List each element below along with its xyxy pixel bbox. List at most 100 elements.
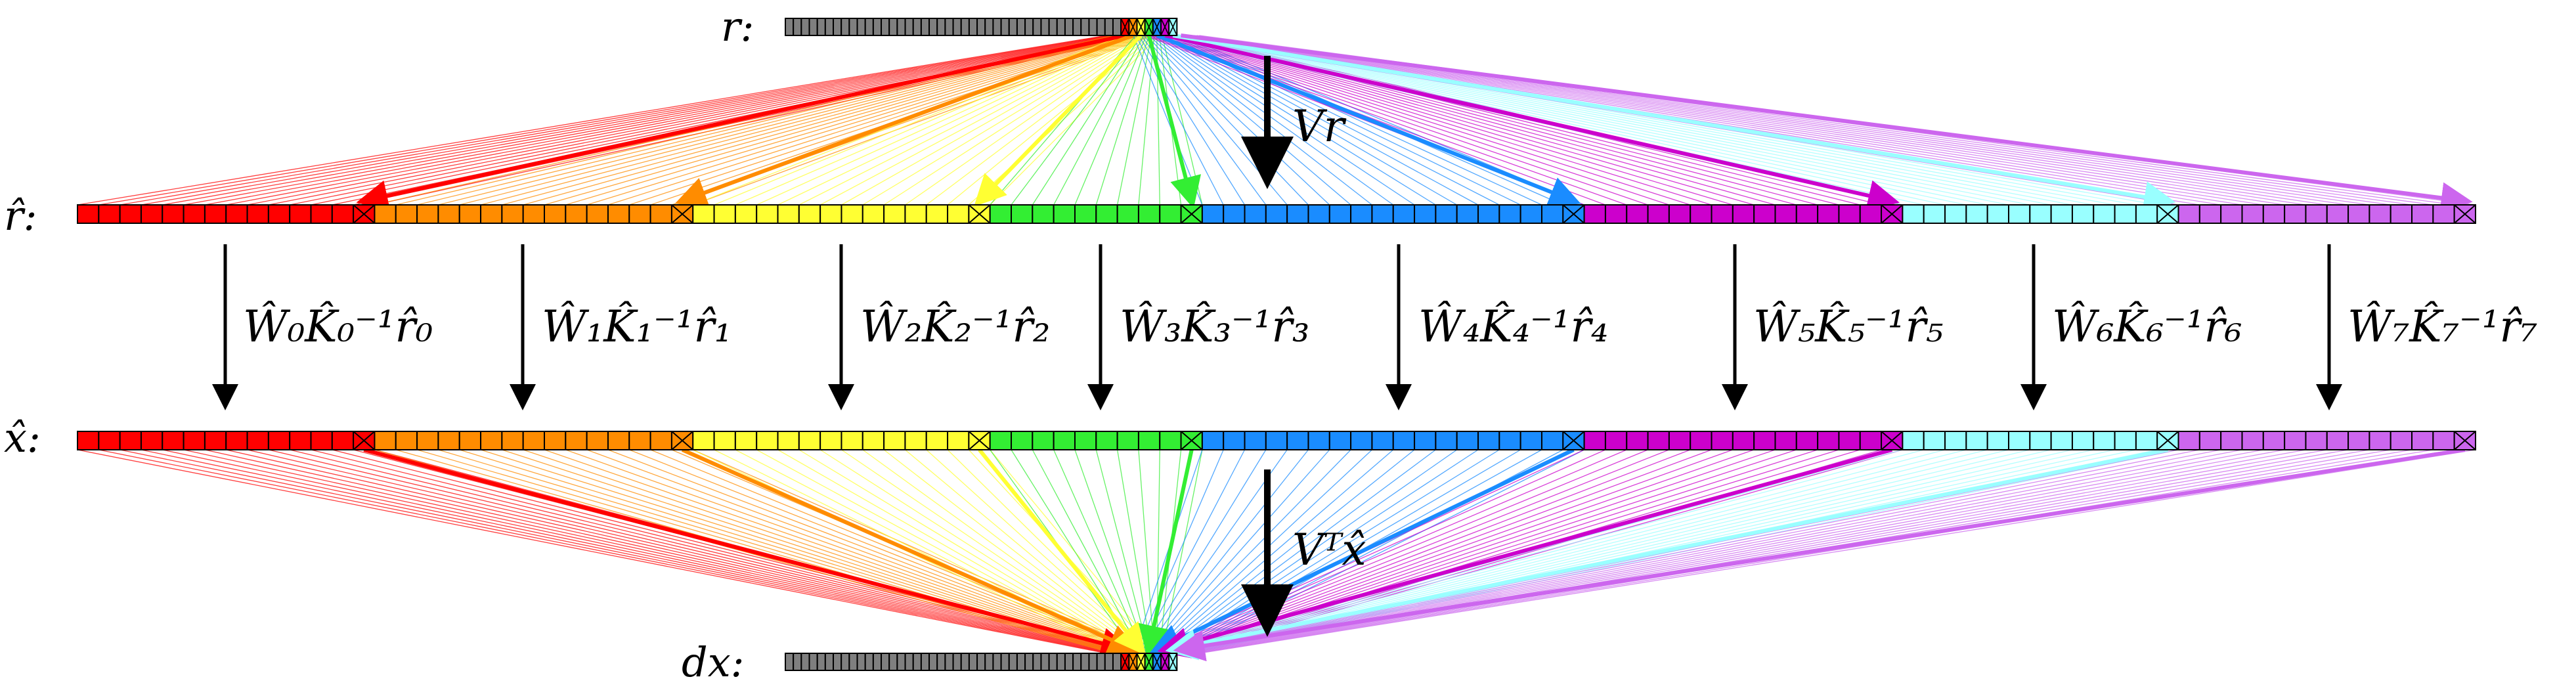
fan-line-top-1-15	[693, 35, 1153, 206]
dx-row-cell-3	[808, 653, 818, 671]
r-hat-row-cross-4	[1562, 204, 1585, 224]
r-row-cell-39	[1096, 18, 1106, 36]
r-hat-row-cell-2-5	[798, 204, 821, 224]
x-hat-row-cell-4-12	[1456, 431, 1479, 450]
r-hat-row-cell-0-5	[183, 204, 206, 224]
x-hat-row-cell-5-3	[1647, 431, 1670, 450]
x-hat-row-cell-2-6	[819, 431, 842, 450]
fan-line-top-1-6	[502, 35, 1129, 206]
r-row-cell-20	[944, 18, 954, 36]
r-hat-row-cell-1-6	[501, 204, 524, 224]
x-hat-row-cell-5-9	[1774, 431, 1797, 450]
dx-row-cell-24	[976, 653, 986, 671]
fan-line-bottom-5-11	[1173, 449, 1818, 654]
fan-line-bottom-7-3	[1170, 449, 2242, 654]
fan-line-bottom-4-1	[1135, 449, 1224, 654]
fan-line-bottom-1-2	[416, 449, 1119, 654]
fan-line-bottom-2-11	[926, 449, 1152, 654]
bold-arrow-top-5	[1164, 33, 1900, 211]
r-hat-row-cell-4-5	[1307, 204, 1330, 224]
x-hat-row-cell-4-6	[1328, 431, 1352, 450]
dx-row-cell-11	[872, 653, 883, 671]
fan-line-top-4-7	[1151, 35, 1351, 206]
op-label-4: Ŵ₄K̂₄⁻¹r̂₄	[1418, 301, 1608, 352]
x-hat-row-cell-6-3	[1965, 431, 1988, 450]
fan-line-top-2-2	[735, 35, 1128, 206]
dx-row-cross-47	[1160, 653, 1169, 671]
fan-line-top-6-8	[1177, 35, 2073, 206]
row-label-r: r:	[721, 3, 754, 51]
x-hat-row-cell-2-4	[777, 431, 800, 450]
r-row-cell-32	[1040, 18, 1050, 36]
fan-line-bottom-7-10	[1189, 449, 2391, 654]
r-row-cell-19	[936, 18, 946, 36]
r-row-cell-11	[872, 18, 883, 36]
r-hat-row-cell-1-1	[395, 204, 418, 224]
x-hat-row-cell-7-6	[2305, 431, 2328, 450]
x-hat-row-cell-0-6	[204, 431, 227, 450]
r-row-cell-6	[833, 18, 842, 36]
x-hat-row-cell-1-0	[374, 431, 397, 450]
fan-line-bottom-1-7	[523, 449, 1132, 654]
x-hat-row-cell-4-13	[1477, 431, 1500, 450]
fan-line-top-2-4	[777, 35, 1133, 206]
x-hat-row-cell-0-10	[289, 431, 312, 450]
r-hat-row-cell-6-2	[1944, 204, 1967, 224]
dx-row-cell-27	[1000, 653, 1010, 671]
r-row-cross-43	[1128, 18, 1138, 36]
fan-line-bottom-0-0	[77, 449, 1107, 654]
x-hat-row-cell-3-0	[989, 431, 1013, 450]
r-row-cell-9	[856, 18, 866, 36]
fan-line-top-4-12	[1164, 35, 1458, 206]
x-hat-row-cell-2-8	[862, 431, 885, 450]
r-hat-row-cell-7-11	[2411, 204, 2434, 224]
x-hat-row-cell-3-5	[1095, 431, 1118, 450]
r-hat-row-cell-6-4	[1986, 204, 2009, 224]
x-hat-row-cell-4-8	[1371, 431, 1394, 450]
op-label-0: Ŵ₀K̂₀⁻¹r̂₀	[243, 301, 433, 352]
r-hat-row-cell-4-14	[1498, 204, 1521, 224]
bold-arrow-bottom-6	[1165, 448, 2168, 661]
fan-line-bottom-0-6	[204, 449, 1123, 654]
dx-row-cell-28	[1008, 653, 1018, 671]
fan-line-top-5-3	[1152, 35, 1648, 206]
r-row-cell-29	[1016, 18, 1026, 36]
fan-line-bottom-3-3	[1053, 449, 1145, 654]
x-hat-row-cell-4-2	[1244, 431, 1267, 450]
r-hat-row-cell-0-8	[246, 204, 269, 224]
bold-arrow-bottom-7	[1173, 448, 2466, 662]
fan-line-top-1-8	[544, 35, 1135, 206]
fan-line-bottom-0-9	[268, 449, 1131, 654]
r-hat-row-cell-0-12	[331, 204, 355, 224]
r-row-cell-2	[800, 18, 810, 36]
r-hat-row-cell-4-9	[1392, 204, 1416, 224]
r-row-cell-17	[920, 18, 930, 36]
dx-row-cell-9	[856, 653, 866, 671]
r-hat-row-cell-4-1	[1223, 204, 1246, 224]
fan-line-bottom-1-15	[692, 449, 1153, 654]
dx-row-cross-46	[1152, 653, 1162, 671]
x-hat-row-cell-4-10	[1414, 431, 1437, 450]
x-hat-row-cell-6-9	[2093, 431, 2116, 450]
r-hat-row-cell-2-1	[713, 204, 736, 224]
fan-line-bottom-3-4	[1074, 449, 1147, 654]
fan-line-top-2-3	[756, 35, 1131, 206]
x-hat-row-cell-0-12	[331, 431, 355, 450]
x-hat-row-cell-7-8	[2347, 431, 2370, 450]
x-hat-row-cell-6-5	[2007, 431, 2031, 450]
x-hat-row-cross-1	[671, 431, 693, 450]
fan-line-top-2-7	[841, 35, 1141, 206]
x-hat-row-cell-5-4	[1668, 431, 1692, 450]
x-hat-row-cell-7-9	[2369, 431, 2391, 450]
x-hat-row-cross-3	[1180, 431, 1203, 450]
dx-row-cell-34	[1056, 653, 1066, 671]
x-hat-row-cross-7	[2454, 431, 2476, 450]
r-row-cell-35	[1064, 18, 1074, 36]
fan-line-top-5-5	[1158, 35, 1691, 206]
fan-line-bottom-7-4	[1173, 449, 2263, 654]
x-hat-row-cell-1-11	[607, 431, 630, 450]
fan-line-top-1-5	[480, 35, 1127, 206]
bold-arrow-top-1	[674, 33, 1134, 208]
x-hat-row-cell-5-0	[1583, 431, 1606, 450]
fan-line-top-6-4	[1166, 35, 1988, 206]
